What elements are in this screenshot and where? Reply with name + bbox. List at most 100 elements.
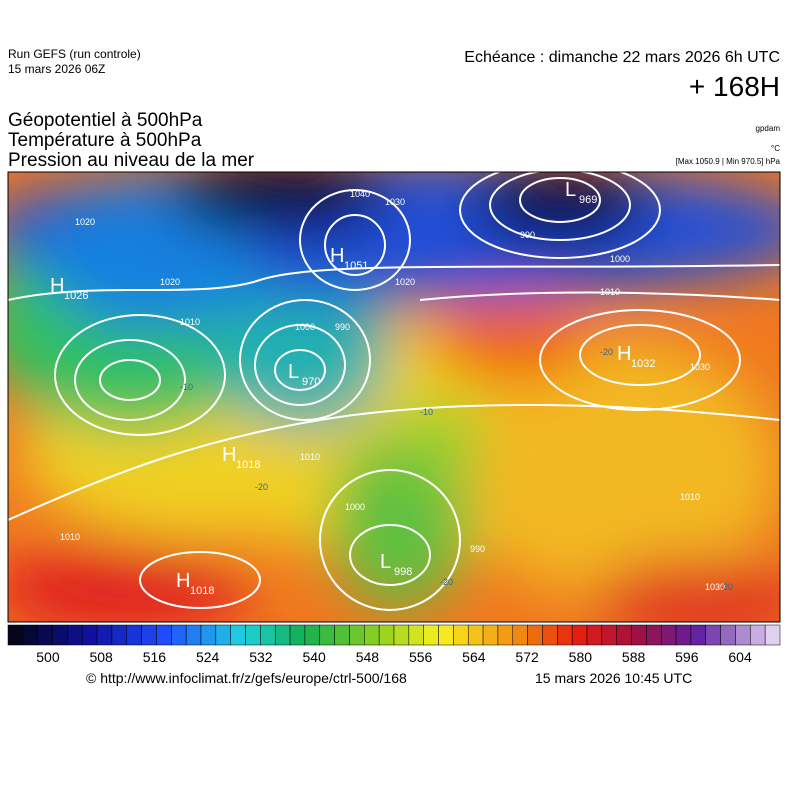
colorbar-cell bbox=[200, 624, 217, 646]
colorbar-cell bbox=[126, 624, 142, 646]
colorbar-cell bbox=[81, 624, 98, 646]
valid-time: Echéance : dimanche 22 mars 2026 6h UTC bbox=[464, 49, 780, 66]
colorbar-cell bbox=[141, 624, 157, 646]
colorbar-tick-label: 604 bbox=[728, 649, 752, 665]
colorbar-cell bbox=[453, 624, 469, 646]
colorbar-cell bbox=[289, 624, 306, 646]
colorbar-cell bbox=[690, 624, 707, 646]
map bbox=[8, 172, 780, 622]
pressure-range: [Max 1050.9 | Min 970.5] hPa bbox=[676, 157, 781, 166]
colorbar-cell bbox=[230, 624, 246, 646]
colorbar-cell bbox=[438, 624, 454, 646]
colorbar-cell bbox=[304, 624, 321, 646]
center-letter: L bbox=[380, 551, 391, 573]
colorbar-cell bbox=[274, 624, 291, 646]
colorbar-tick-label: 532 bbox=[249, 649, 273, 665]
temperature-label: -20 bbox=[255, 482, 268, 492]
field-title: Température à 500hPa bbox=[8, 130, 202, 151]
center-letter: H bbox=[222, 444, 236, 466]
run-label: Run GEFS (run controle) bbox=[8, 47, 141, 61]
colorbar-cell bbox=[482, 624, 499, 646]
center-letter: H bbox=[617, 343, 631, 365]
isobar-label: 1000 bbox=[610, 254, 630, 264]
center-letter: L bbox=[565, 179, 576, 201]
isobar-label: 1010 bbox=[680, 492, 700, 502]
colorbar-cell bbox=[601, 624, 617, 646]
map-frame bbox=[7, 171, 781, 623]
center-value: 998 bbox=[394, 566, 412, 578]
center-value: 1032 bbox=[631, 358, 655, 370]
colorbar-cell bbox=[185, 624, 202, 646]
colorbar-cell bbox=[393, 624, 410, 646]
colorbar-tick-label: 572 bbox=[515, 649, 539, 665]
colorbar-tick-label: 596 bbox=[675, 649, 699, 665]
colorbar-cell bbox=[527, 624, 543, 646]
colorbar-cell bbox=[260, 624, 276, 646]
colorbar-cell bbox=[7, 624, 24, 646]
unit-geo: gpdam bbox=[756, 124, 781, 133]
isobars bbox=[8, 172, 780, 611]
colorbar-tick-label: 500 bbox=[36, 649, 60, 665]
colorbar-cell bbox=[705, 624, 721, 646]
isobar-label: 990 bbox=[520, 230, 535, 240]
center-value: 969 bbox=[579, 194, 597, 206]
colorbar-cell bbox=[750, 624, 766, 646]
source-url: © http://www.infoclimat.fr/z/gefs/europe… bbox=[86, 670, 407, 686]
colorbar-cell bbox=[631, 624, 647, 646]
colorbar-cell bbox=[37, 624, 53, 646]
colorbar-tick-label: 516 bbox=[143, 649, 167, 665]
colorbar-cell bbox=[764, 624, 781, 646]
colorbar-tick-label: 564 bbox=[462, 649, 486, 665]
colorbar-tick-label: 508 bbox=[89, 649, 113, 665]
isobar-label: 1020 bbox=[75, 217, 95, 227]
colorbar-cell bbox=[646, 624, 662, 646]
isobar-label: 1030 bbox=[705, 582, 725, 592]
center-value: 1018 bbox=[190, 585, 214, 597]
isobar-label: 1000 bbox=[295, 322, 315, 332]
colorbar-cell bbox=[319, 624, 335, 646]
isobar-label: 990 bbox=[335, 322, 350, 332]
isobar-label: 1030 bbox=[690, 362, 710, 372]
colorbar-cell bbox=[720, 624, 736, 646]
isobar-label: 1000 bbox=[345, 502, 365, 512]
temperature-label: -20 bbox=[720, 582, 733, 592]
colorbar-cell bbox=[52, 624, 68, 646]
temperature-label: -20 bbox=[440, 577, 453, 587]
colorbar-tick-label: 540 bbox=[302, 649, 326, 665]
field-title: Pression au niveau de la mer bbox=[8, 150, 255, 171]
colorbar-cell bbox=[616, 624, 632, 646]
colorbar-cell bbox=[557, 624, 573, 646]
center-letter: H bbox=[50, 275, 64, 297]
temperature-label: -20 bbox=[600, 347, 613, 357]
colorbar-cell bbox=[735, 624, 751, 646]
colorbar-tick-label: 548 bbox=[356, 649, 380, 665]
unit-temp: °C bbox=[771, 144, 780, 153]
run-date: 15 mars 2026 06Z bbox=[8, 62, 105, 76]
colorbar-cell bbox=[586, 624, 603, 646]
colorbar-cell bbox=[542, 624, 558, 646]
isobar-label: 1010 bbox=[180, 317, 200, 327]
isobar-label: 1030 bbox=[385, 197, 405, 207]
colorbar-cell bbox=[156, 624, 172, 646]
center-value: 1051 bbox=[344, 260, 368, 272]
colorbar-tick-label: 588 bbox=[622, 649, 646, 665]
colorbar-cell bbox=[660, 624, 677, 646]
colorbar-cell bbox=[171, 624, 187, 646]
center-value: 970 bbox=[302, 376, 320, 388]
colorbar-cell bbox=[215, 624, 231, 646]
isobar-label: 1010 bbox=[60, 532, 80, 542]
isobar-label: 1020 bbox=[395, 277, 415, 287]
colorbar-cell bbox=[467, 624, 484, 646]
colorbar-tick-label: 524 bbox=[196, 649, 220, 665]
colorbar-cell bbox=[245, 624, 261, 646]
colorbar-cell bbox=[497, 624, 514, 646]
generated-time: 15 mars 2026 10:45 UTC bbox=[535, 670, 692, 686]
isobar-label: 990 bbox=[470, 544, 485, 554]
colorbar-cell bbox=[96, 624, 113, 646]
isobar-label: 1040 bbox=[350, 189, 370, 199]
colorbar-cell bbox=[408, 624, 424, 646]
colorbar-cell bbox=[349, 624, 365, 646]
field-title: Géopotentiel à 500hPa bbox=[8, 110, 203, 131]
colorbar-tick-label: 580 bbox=[569, 649, 593, 665]
colorbar-cell bbox=[111, 624, 128, 646]
